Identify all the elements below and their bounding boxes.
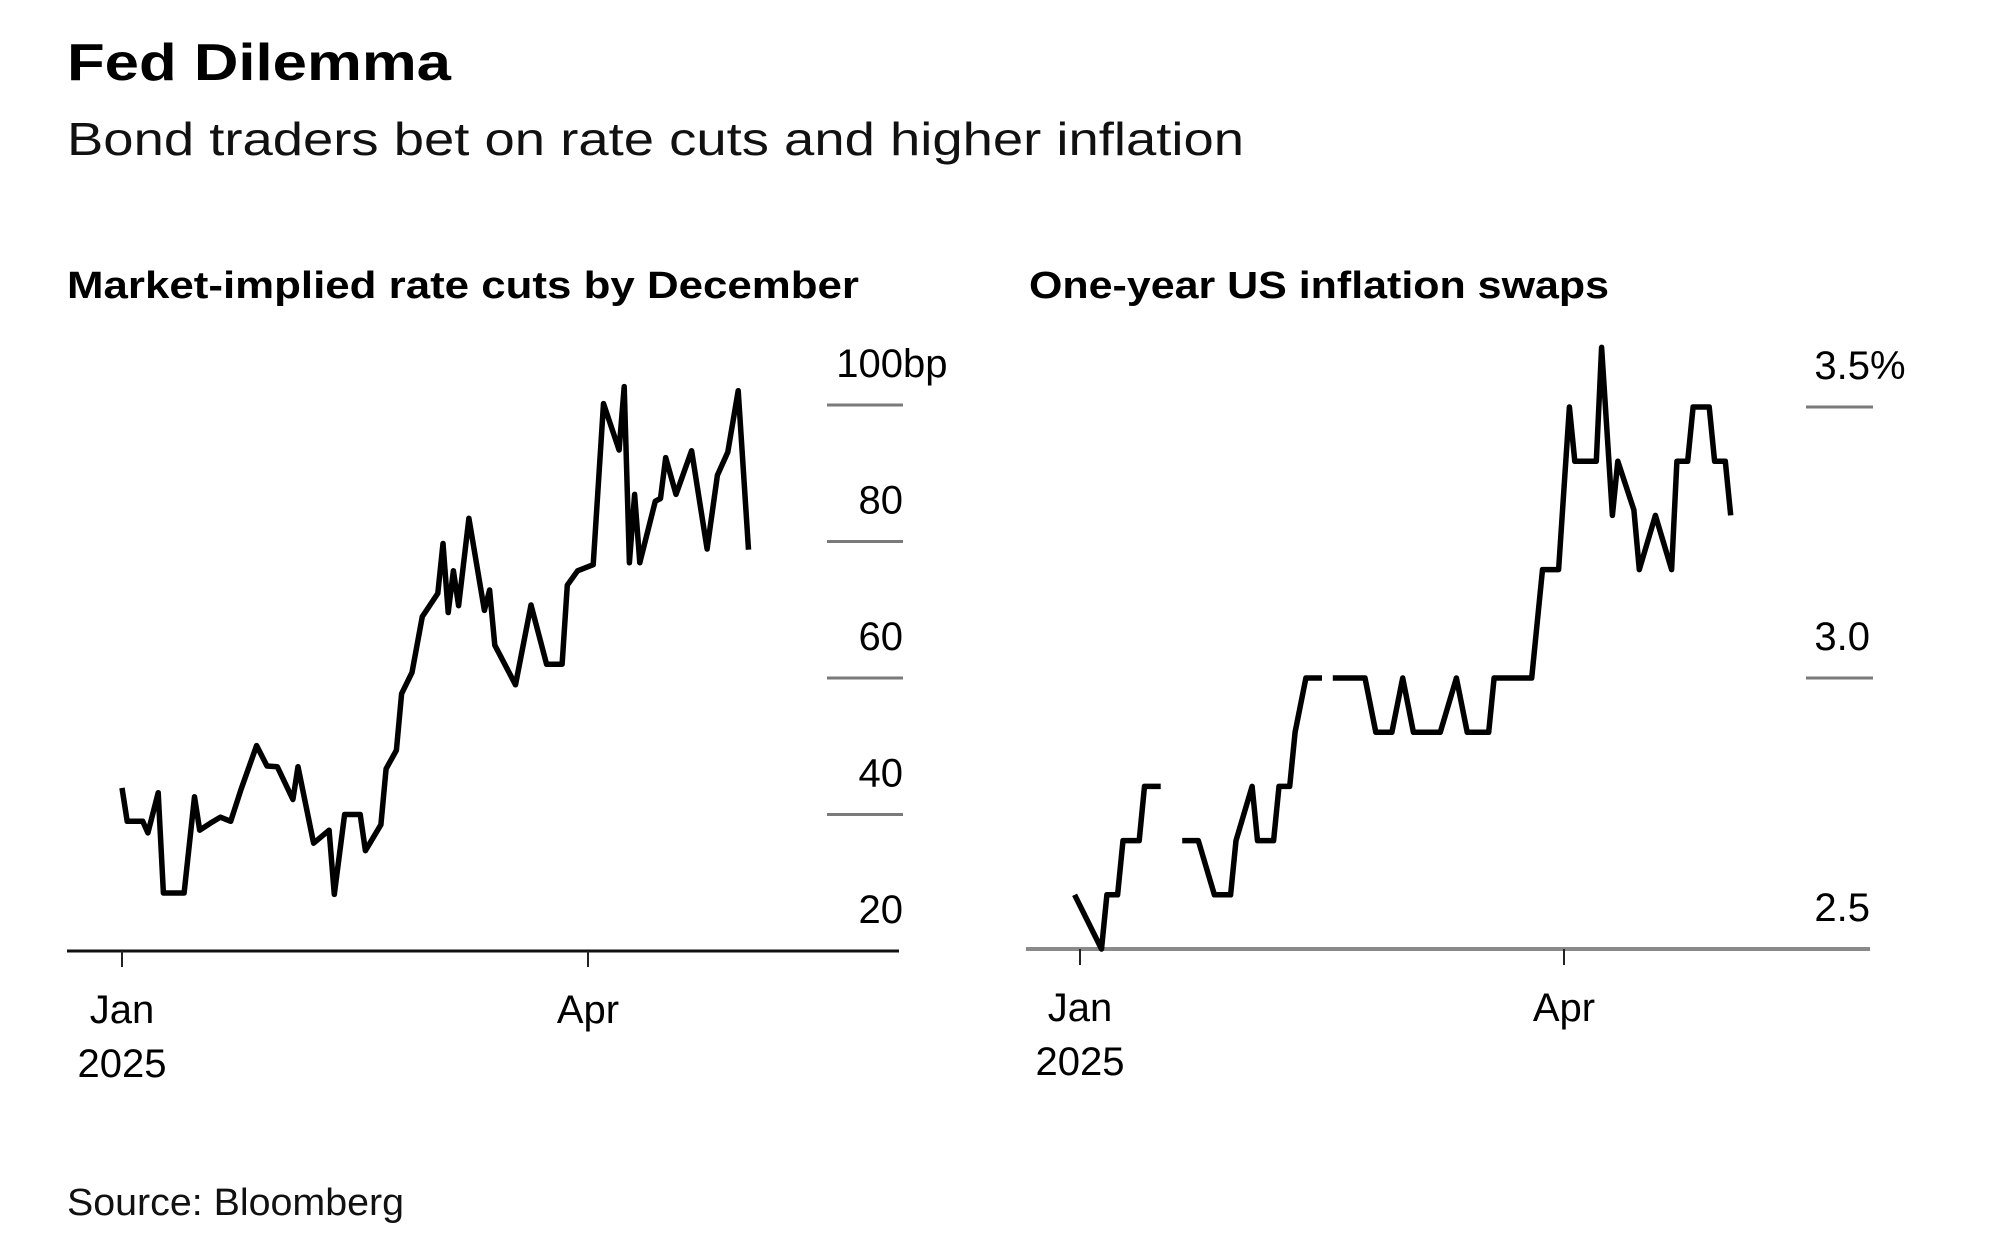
- page-title: Fed Dilemma: [67, 34, 452, 92]
- rate-cuts-y-tick-label: 60: [859, 615, 904, 659]
- inflation-swaps-x-tick-year-label: 2025: [1036, 1040, 1125, 1084]
- rate-cuts-x-tick-label: Jan: [90, 988, 155, 1032]
- inflation-swaps-y-tick-label: 3.5: [1814, 344, 1870, 388]
- inflation-swaps-chart-title: One-year US inflation swaps: [1029, 265, 1609, 307]
- rate-cuts-series-line: [119, 383, 752, 898]
- rate-cuts-y-tick-label: 80: [859, 479, 904, 523]
- inflation-swaps-series-line: [1072, 783, 1161, 952]
- rate-cuts-y-unit-label: bp: [903, 342, 948, 386]
- rate-cuts-x-tick-year-label: 2025: [78, 1042, 167, 1086]
- inflation-swaps-x-tick-label: Apr: [1533, 986, 1595, 1030]
- rate-cuts-x-tick-label: Apr: [557, 988, 619, 1032]
- inflation-swaps-y-tick-label: 3.0: [1814, 615, 1870, 659]
- inflation-swaps-y-unit-label: %: [1870, 344, 1906, 388]
- source-note: Source: Bloomberg: [67, 1182, 404, 1224]
- rate-cuts-y-tick-label: 100: [836, 342, 903, 386]
- rate-cuts-y-tick-label: 20: [859, 888, 904, 932]
- rate-cuts-chart: Market-implied rate cuts by December 20 4…: [67, 265, 948, 1086]
- inflation-swaps-y-tick-label: 2.5: [1814, 886, 1870, 930]
- inflation-swaps-series-line: [1332, 344, 1734, 735]
- page-subtitle: Bond traders bet on rate cuts and higher…: [67, 113, 1244, 165]
- rate-cuts-chart-title: Market-implied rate cuts by December: [67, 265, 859, 307]
- inflation-swaps-x-tick-label: Jan: [1048, 986, 1113, 1030]
- rate-cuts-y-tick-label: 40: [859, 752, 904, 796]
- inflation-swaps-series-line: [1182, 675, 1322, 898]
- inflation-swaps-chart: One-year US inflation swaps 2.5 3.0 3.5 % Ja…: [1026, 265, 1906, 1084]
